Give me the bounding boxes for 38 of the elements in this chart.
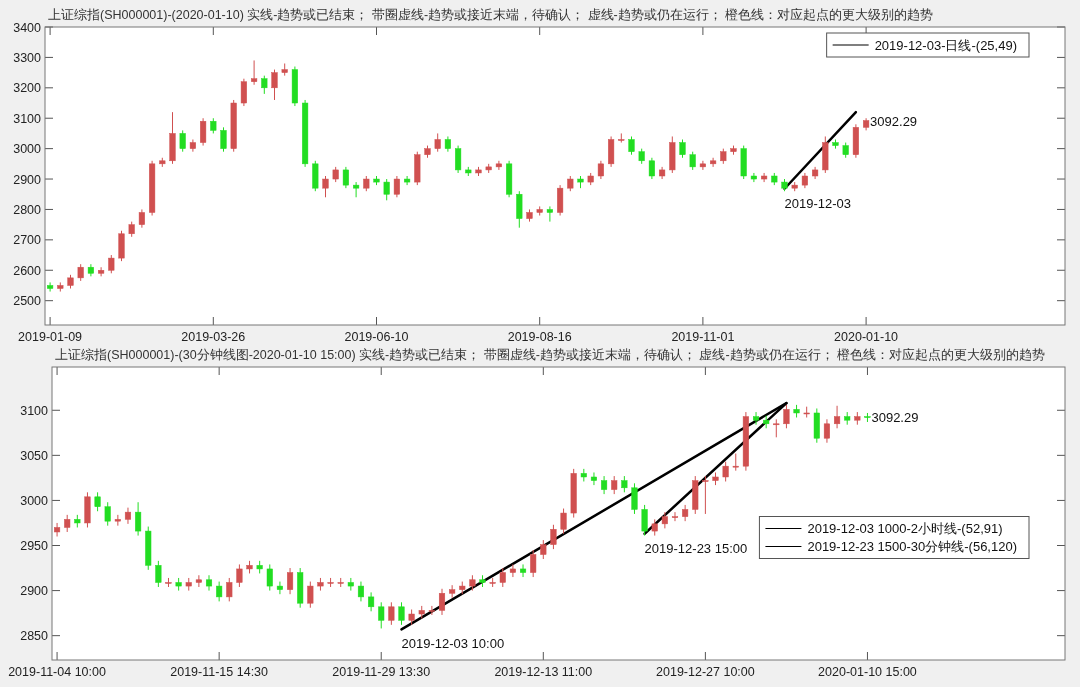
x-tick-label: 2019-11-29 13:30: [332, 665, 431, 679]
x-tick-label: 2019-11-01: [671, 330, 735, 344]
x-tick-label: 2019-01-09: [18, 330, 83, 344]
annotation: 2019-12-03: [784, 195, 851, 211]
x-tick-label: 2019-12-13 11:00: [494, 665, 593, 679]
x-tick-label: 2019-03-26: [181, 330, 246, 344]
annotation: 2019-12-03 10:00: [401, 636, 505, 652]
x-tick-label: 2019-08-16: [507, 330, 572, 344]
y-tick-label: 2950: [20, 539, 49, 553]
legend-label: 2019-12-03-日线-(25,49): [874, 37, 1017, 53]
y-tick-label: 3100: [13, 111, 42, 126]
chart-title: 上证综指(SH000001)-(30分钟线图-2020-01-10 15:00) 实线-趋势或已结束； 带圈虚线-趋势或接近末端，待确认； 虚线-趋势或仍在运行； 橙色线：对应起点的更大级别的趋势: [55, 347, 1046, 362]
x-tick-label: 2019-11-15 14:30: [170, 665, 269, 679]
x-tick-label: 2019-06-10: [344, 330, 409, 344]
x-tick-label: 2019-12-27 10:00: [656, 665, 755, 679]
y-tick-label: 3200: [13, 81, 42, 96]
y-tick-label: 2900: [20, 584, 49, 599]
y-tick-label: 3050: [20, 448, 49, 463]
y-tick-label: 3000: [20, 493, 49, 508]
y-tick-label: 2500: [13, 294, 42, 309]
y-tick-label: 2900: [13, 172, 42, 187]
legend-label: 2019-12-03 1000-2小时线-(52,91): [807, 521, 1003, 536]
y-tick-label: 2700: [13, 233, 42, 248]
x-tick-label: 2020-01-10 15:00: [818, 665, 917, 679]
legend-label: 2019-12-23 1500-30分钟线-(56,120): [807, 539, 1017, 554]
annotation: 3092.29: [871, 410, 919, 426]
x-tick-label: 2019-11-04 10:00: [8, 665, 106, 679]
y-tick-label: 3000: [13, 142, 42, 157]
chart-title: 上证综指(SH000001)-(2020-01-10) 实线-趋势或已结束； 带圈虚线-趋势或接近末端，待确认； 虚线-趋势或仍在运行； 橙色线：对应起点的更大级别的趋势: [48, 7, 934, 22]
annotation: 2019-12-23 15:00: [644, 540, 748, 556]
y-tick-label: 2600: [13, 263, 42, 278]
y-tick-label: 3400: [13, 20, 42, 35]
annotation: 3092.29: [870, 113, 918, 129]
y-tick-label: 3300: [13, 50, 42, 65]
y-tick-label: 2850: [20, 629, 49, 644]
y-tick-label: 2800: [13, 202, 42, 217]
y-tick-label: 3100: [20, 403, 49, 418]
x-tick-label: 2020-01-10: [834, 330, 899, 344]
